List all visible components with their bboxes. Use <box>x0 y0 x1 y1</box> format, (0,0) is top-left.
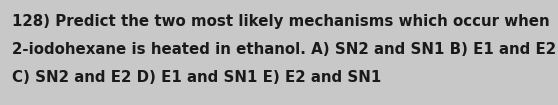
Text: 128) Predict the two most likely mechanisms which occur when: 128) Predict the two most likely mechani… <box>12 14 550 29</box>
Text: C) SN2 and E2 D) E1 and SN1 E) E2 and SN1: C) SN2 and E2 D) E1 and SN1 E) E2 and SN… <box>12 70 381 85</box>
Text: 2-iodohexane is heated in ethanol. A) SN2 and SN1 B) E1 and E2: 2-iodohexane is heated in ethanol. A) SN… <box>12 42 556 57</box>
